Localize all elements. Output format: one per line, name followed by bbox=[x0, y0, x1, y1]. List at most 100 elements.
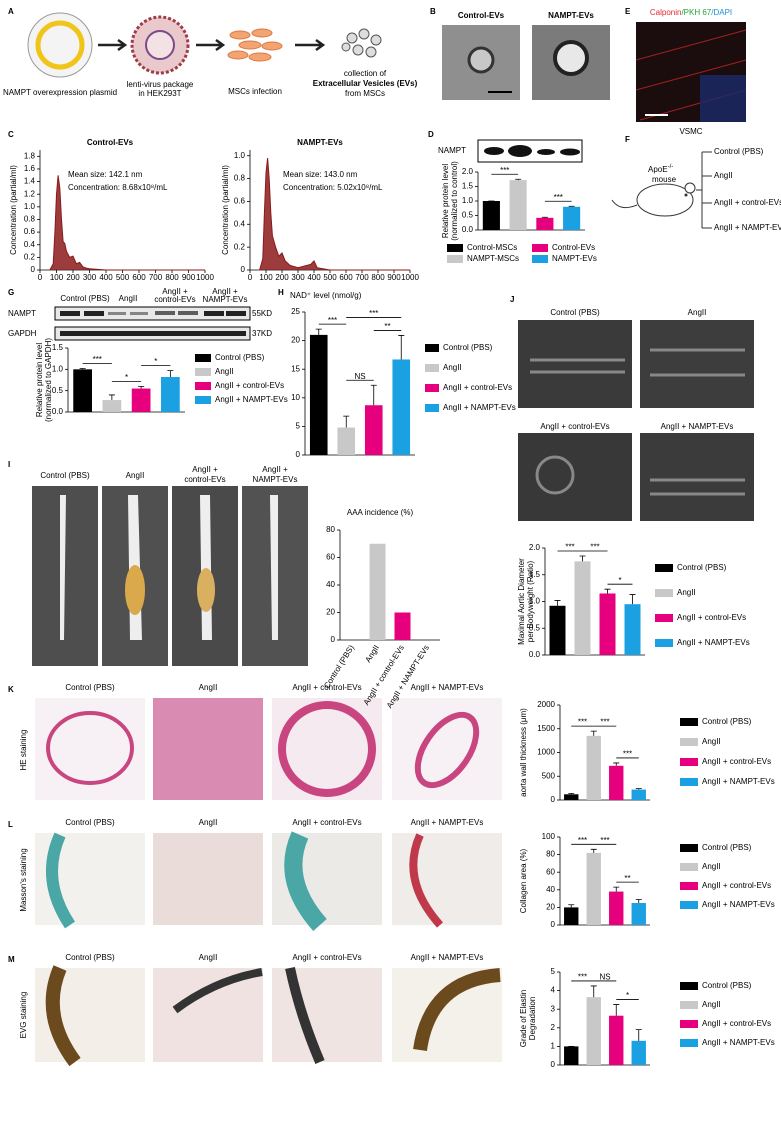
bar bbox=[564, 794, 579, 800]
significance-label: *** bbox=[93, 355, 102, 364]
y-tick-label: 0.0 bbox=[529, 650, 541, 659]
bar bbox=[337, 427, 356, 455]
y-tick-label: 25 bbox=[291, 307, 300, 316]
blot-bands bbox=[484, 145, 580, 157]
y-tick-label: 5 bbox=[551, 967, 556, 976]
y-tick-label: 0.5 bbox=[462, 211, 474, 220]
y-axis-label: Maximal Aortic Diameter bbox=[517, 558, 526, 645]
stain-label: /DAPI bbox=[711, 8, 732, 17]
y-tick-label: 4 bbox=[551, 986, 556, 995]
legend-swatch bbox=[680, 758, 698, 766]
panel-label: F bbox=[625, 135, 630, 144]
legend-label: Control (PBS) bbox=[215, 353, 265, 362]
significance-label: *** bbox=[328, 316, 337, 325]
mouse-strain: ApoE bbox=[648, 165, 668, 174]
chart-title: NAD⁺ level (nmol/g) bbox=[290, 291, 362, 300]
x-tick-label: 400 bbox=[307, 273, 321, 282]
y-axis-label: per Bodyweight (Ratio) bbox=[526, 560, 535, 642]
y-axis-label: Collagen area (%) bbox=[519, 848, 528, 913]
image-label: Control (PBS) bbox=[65, 953, 115, 962]
legend-swatch bbox=[655, 564, 673, 572]
x-tick-label: 600 bbox=[339, 273, 353, 282]
chart-note: Concentration: 8.68x10⁸/mL bbox=[68, 183, 168, 192]
y-tick-label: 10 bbox=[291, 393, 300, 402]
legend-label: AngII + control-EVs bbox=[702, 881, 771, 890]
x-tick-label: 700 bbox=[355, 273, 369, 282]
image-label: AngII + control-EVs bbox=[540, 422, 609, 431]
significance-label: *** bbox=[623, 750, 632, 759]
y-tick-label: 1.5 bbox=[529, 570, 541, 579]
bar bbox=[563, 206, 581, 230]
bar bbox=[631, 1040, 646, 1065]
y-tick-label: 0.4 bbox=[234, 219, 246, 228]
error-bar bbox=[108, 394, 115, 401]
legend-label: AngII + NAMPT-EVs bbox=[677, 638, 750, 647]
x-tick-label: 100 bbox=[50, 273, 64, 282]
significance-label: * bbox=[125, 373, 128, 382]
legend-label: AngII + NAMPT-EVs bbox=[702, 1038, 775, 1047]
y-tick-label: 0 bbox=[296, 450, 301, 459]
blot-label: NAMPT bbox=[438, 146, 466, 155]
legend-swatch bbox=[195, 382, 211, 390]
panel-label: D bbox=[428, 130, 434, 139]
y-tick-label: 0 bbox=[551, 920, 556, 929]
step-label: NAMPT overexpression plasmid bbox=[3, 88, 117, 97]
y-tick-label: 500 bbox=[542, 771, 556, 780]
image-label: Control (PBS) bbox=[550, 308, 600, 317]
significance-label: *** bbox=[565, 543, 574, 552]
y-tick-label: 0.5 bbox=[529, 623, 541, 632]
lane-label: Control (PBS) bbox=[60, 294, 110, 303]
y-axis-label: Concentration (partial/ml) bbox=[221, 165, 230, 255]
x-tick-label: 400 bbox=[99, 273, 113, 282]
error-bar bbox=[590, 848, 597, 853]
legend-swatch bbox=[425, 344, 439, 352]
group-label: AngII + NAMPT-EVs bbox=[714, 223, 781, 232]
error-bar bbox=[568, 904, 575, 908]
y-tick-label: 3 bbox=[551, 1004, 556, 1013]
blot-label: NAMPT bbox=[8, 309, 36, 318]
image-label: AngII bbox=[688, 308, 707, 317]
error-bar bbox=[554, 600, 561, 606]
bar bbox=[574, 561, 591, 655]
y-tick-label: 0.0 bbox=[462, 225, 474, 234]
aorta-photos bbox=[32, 486, 308, 666]
image-label: Control (PBS) bbox=[65, 818, 115, 827]
step-label: lenti-virus package bbox=[127, 80, 194, 89]
lane-label: NAMPT-EVs bbox=[203, 295, 248, 304]
legend-swatch bbox=[532, 244, 548, 252]
bar bbox=[102, 400, 122, 412]
error-bar bbox=[568, 205, 575, 207]
legend-label: Control-MSCs bbox=[467, 243, 517, 252]
y-tick-label: 60 bbox=[326, 553, 335, 562]
bar bbox=[549, 605, 566, 655]
lane-label: AngII + bbox=[162, 287, 188, 296]
significance-label: * bbox=[626, 991, 629, 1000]
image-label: Control-EVs bbox=[458, 11, 505, 20]
y-tick-label: 0.8 bbox=[24, 215, 36, 224]
lane-label: AngII bbox=[119, 294, 138, 303]
error-bar bbox=[613, 1004, 620, 1016]
legend-swatch bbox=[680, 844, 698, 852]
y-tick-label: 0 bbox=[551, 1060, 556, 1069]
photo-label: control-EVs bbox=[184, 475, 225, 484]
legend-label: AngII bbox=[677, 588, 696, 597]
evg-sections bbox=[35, 965, 502, 1067]
legend-label: AngII + control-EVs bbox=[677, 613, 746, 622]
legend-label: AngII bbox=[443, 363, 462, 372]
legend-swatch bbox=[680, 1020, 698, 1028]
blot-bands bbox=[60, 311, 246, 336]
bar bbox=[599, 593, 616, 655]
y-tick-label: 20 bbox=[291, 336, 300, 345]
x-tick-label: 300 bbox=[291, 273, 305, 282]
plasmid-ring bbox=[35, 20, 85, 70]
y-axis-label: (normalized to GAPDH) bbox=[44, 338, 53, 422]
y-tick-label: 0.2 bbox=[24, 252, 36, 261]
panel-label: L bbox=[8, 820, 13, 829]
significance-label: NS bbox=[354, 372, 365, 381]
step-label: from MSCs bbox=[345, 89, 385, 98]
significance-label: NS bbox=[599, 973, 610, 982]
image-label: AngII bbox=[199, 818, 218, 827]
error-bar bbox=[79, 368, 86, 370]
